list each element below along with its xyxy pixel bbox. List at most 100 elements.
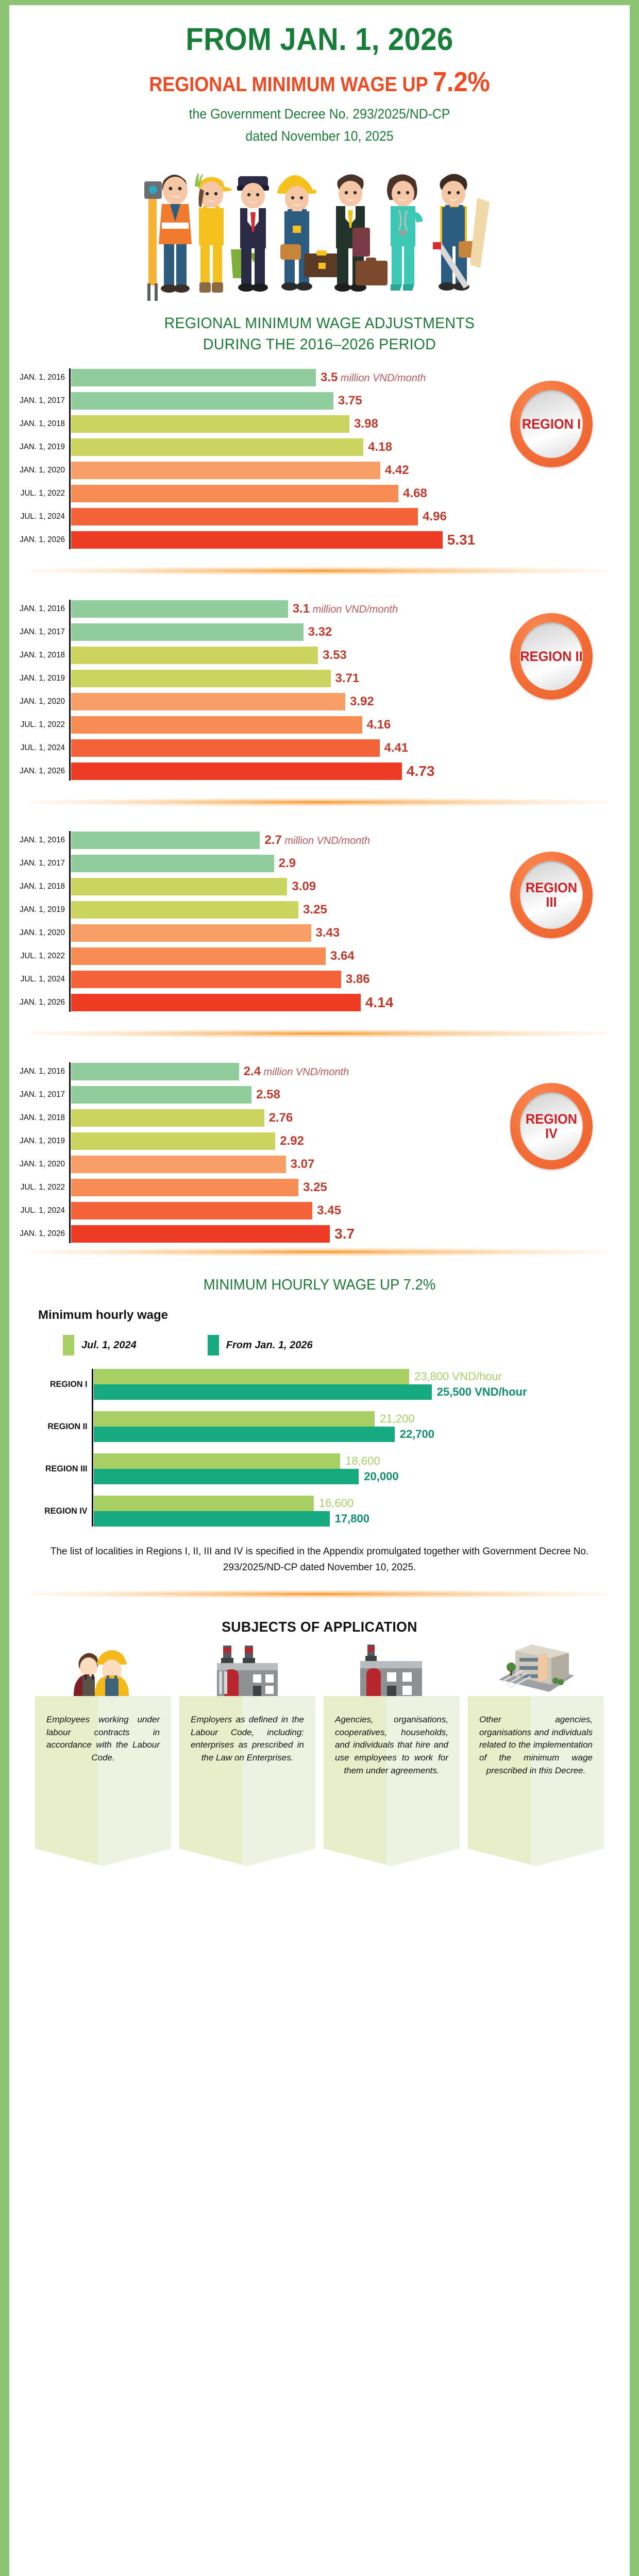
chart-rows: JAN. 1, 2016 2.4 million VND/month JAN. 1,…: [15, 1062, 624, 1244]
bar-row: JAN. 1, 2017 2.58: [20, 1086, 624, 1104]
workers-icon: [74, 1650, 129, 1697]
bar-row: JAN. 1, 2026 5.31: [20, 531, 624, 549]
pin-head: [510, 381, 593, 468]
divider-before-hourly: [31, 1248, 608, 1257]
hourly-group: REGION I 23,800 VND/hour 25,500 VND/hour: [50, 1369, 584, 1400]
bar-row: JUL. 1, 2022 3.64: [21, 947, 624, 965]
bar: [71, 670, 331, 688]
bar-category-label: JAN. 1, 2016: [20, 373, 65, 382]
card-art-other: [468, 1642, 604, 1696]
hourly-bar-chart: REGION I 23,800 VND/hour 25,500 VND/hour RE…: [38, 1369, 584, 1527]
bar-value-label: 3.64: [330, 949, 355, 963]
bar: [71, 1179, 299, 1197]
region-pin-3: REGION III: [510, 852, 593, 968]
bar-row: JAN. 1, 2018 3.09: [20, 877, 624, 896]
legend-item-2026: From Jan. 1, 2026: [207, 1335, 313, 1356]
section-title-line2: DURING THE 2016–2026 PERIOD: [203, 335, 436, 353]
bar-row: JAN. 1, 2020 3.92: [20, 692, 624, 711]
bar-row: JAN. 1, 2018 3.98: [20, 415, 624, 433]
bar-row: JAN. 1, 2016 3.5 million VND/month: [20, 368, 624, 387]
hourly-bar: [94, 1411, 375, 1427]
subjects-of-application: SUBJECTS OF APPLICATION: [9, 1619, 630, 1866]
bar-row: JAN. 1, 2026 4.73: [20, 762, 624, 781]
bar-value-label: 5.31: [447, 532, 476, 548]
bar-value-label: 3.71: [335, 671, 360, 686]
bar-value-label: 3.98: [354, 417, 378, 431]
bar-row: JAN. 1, 2016 3.1 million VND/month: [20, 600, 624, 618]
legend-item-2024: Jul. 1, 2024: [63, 1335, 137, 1356]
bar: [71, 739, 380, 757]
bar-category-label: JAN. 1, 2020: [20, 697, 65, 706]
header-subtitle-text: REGIONAL MINIMUM WAGE UP: [149, 73, 433, 96]
subject-card-agencies: Agencies, organisations, cooperatives, h…: [324, 1642, 460, 1866]
subject-cards: Employees working under labour contracts…: [9, 1642, 630, 1866]
bar: [71, 716, 362, 734]
bar-row: JAN. 1, 2018 2.76: [20, 1109, 624, 1127]
hourly-bar: [94, 1469, 359, 1485]
bar-category-label: JUL. 1, 2024: [20, 975, 65, 984]
bar-category-label: JAN. 1, 2016: [20, 1067, 65, 1076]
chart-axis: [69, 831, 71, 1012]
bar-category-label: JUL. 1, 2024: [20, 512, 65, 521]
building-icon: [360, 1645, 422, 1697]
bar-value-label: 3.5 million VND/month: [321, 370, 426, 385]
subjects-title: SUBJECTS OF APPLICATION: [222, 1619, 417, 1635]
bar: [71, 832, 260, 850]
chart-axis: [69, 368, 71, 550]
bar: [71, 647, 318, 665]
bar-row: JUL. 1, 2022 3.25: [21, 1178, 624, 1197]
bar-unit-label: million VND/month: [281, 835, 370, 847]
bar-value-label: 3.43: [315, 926, 340, 940]
bar-category-label: JAN. 1, 2017: [20, 628, 65, 637]
hourly-group: REGION II 21,200 22,700: [47, 1411, 584, 1443]
bar-value-label: 4.96: [423, 510, 447, 524]
hourly-chart-axis: [92, 1369, 93, 1527]
bar-category-label: JUL. 1, 2024: [20, 743, 65, 753]
hourly-value-label: 17,800: [334, 1512, 369, 1526]
pin-label: REGION II: [520, 649, 583, 665]
bar-category-label: JAN. 1, 2020: [20, 466, 65, 475]
bar-category-label: JAN. 1, 2026: [20, 767, 65, 776]
bar-value-label: 4.18: [368, 440, 392, 454]
bar-category-label: JAN. 1, 2026: [20, 1229, 65, 1239]
bar-value-label: 4.14: [365, 994, 394, 1011]
bar: [71, 1225, 330, 1243]
bar: [71, 947, 326, 965]
divider: [31, 1029, 608, 1038]
bar-category-label: JUL. 1, 2022: [20, 720, 65, 730]
card-text-employees: Employees working under labour contracts…: [46, 1715, 160, 1763]
bar-category-label: JAN. 1, 2019: [20, 1137, 65, 1146]
bar-value-label: 3.1 million VND/month: [292, 602, 398, 616]
workers-group-icon: [144, 173, 490, 301]
section-title: REGIONAL MINIMUM WAGE ADJUSTMENTS DURING…: [25, 313, 614, 355]
hourly-value-label: 25,500 VND/hour: [436, 1385, 527, 1399]
hourly-value-label: 23,800 VND/hour: [414, 1370, 502, 1383]
card-ribbon-agencies: Agencies, organisations, cooperatives, h…: [324, 1696, 460, 1866]
bar-value-label: 4.42: [384, 463, 409, 478]
hourly-bar-row: 22,700: [92, 1427, 584, 1443]
bar-value-label: 2.7 million VND/month: [264, 833, 370, 848]
region-charts: JAN. 1, 2016 3.5 million VND/month JAN. 1,…: [9, 368, 630, 1244]
office-icon: [499, 1645, 574, 1692]
hourly-category-label: REGION II: [47, 1421, 88, 1432]
bar-row: JAN. 1, 2026 4.14: [20, 993, 624, 1012]
chart-axis: [69, 1062, 71, 1244]
bar-category-label: JAN. 1, 2017: [20, 396, 65, 405]
bar: [71, 1063, 239, 1081]
bar-category-label: JAN. 1, 2018: [20, 419, 65, 429]
bar-category-label: JAN. 1, 2018: [20, 882, 65, 891]
bar-row: JUL. 1, 2024 4.41: [21, 739, 624, 757]
bar: [71, 600, 288, 618]
appendix-footnote: The list of localities in Regions I, II,…: [50, 1546, 589, 1573]
bar-row: JAN. 1, 2019 2.92: [20, 1132, 624, 1150]
pin-head: [510, 852, 593, 939]
hourly-bar: [94, 1427, 395, 1443]
hourly-bar: [94, 1496, 314, 1512]
bar-row: JAN. 1, 2019 4.18: [20, 438, 624, 456]
bar-unit-label: million VND/month: [338, 372, 426, 384]
bar-row: JUL. 1, 2024 3.86: [21, 970, 624, 989]
bar-category-label: JAN. 1, 2016: [20, 604, 65, 614]
region-pin-1: REGION I: [510, 381, 593, 497]
bar-value-label: 3.45: [317, 1204, 341, 1218]
